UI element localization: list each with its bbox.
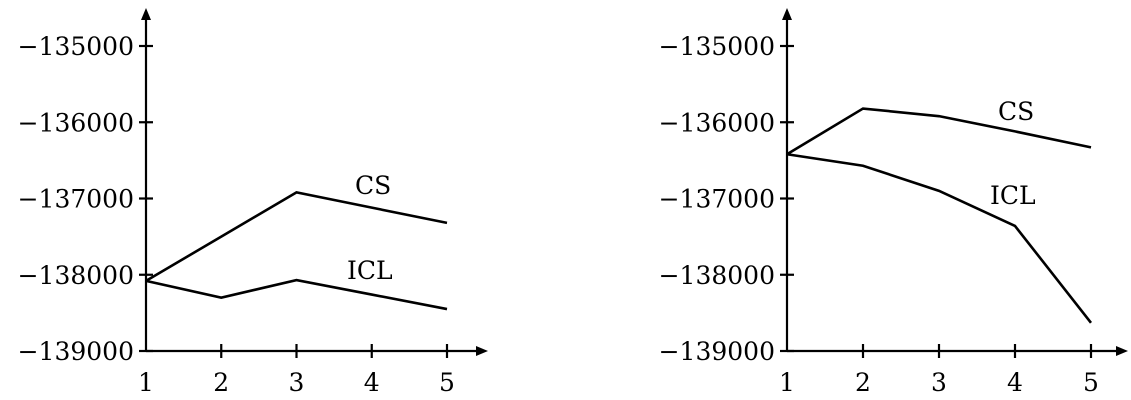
y-tick-label: −139000	[659, 337, 775, 366]
x-tick-label: 1	[138, 368, 154, 397]
x-tick-label: 5	[439, 368, 455, 397]
y-tick-label: −138000	[18, 261, 134, 290]
series-label-icl: ICL	[990, 181, 1036, 210]
x-tick-label: 3	[931, 368, 947, 397]
y-tick-label: −138000	[659, 261, 775, 290]
y-tick-label: −137000	[659, 185, 775, 214]
series-label-cs: CS	[355, 171, 391, 200]
x-axis-arrow-icon	[1116, 346, 1128, 356]
x-tick-label: 3	[289, 368, 305, 397]
series-line-icl	[786, 152, 1093, 324]
y-tick-label: −136000	[18, 108, 134, 137]
series-line-icl	[145, 278, 448, 311]
x-axis-arrow-icon	[476, 346, 488, 356]
y-tick-label: −135000	[659, 32, 775, 61]
x-tick-label: 4	[364, 368, 380, 397]
series-label-cs: CS	[998, 97, 1034, 126]
y-axis-arrow-icon	[141, 8, 151, 20]
y-tick-label: −137000	[18, 185, 134, 214]
y-tick-label: −135000	[18, 32, 134, 61]
y-axis-arrow-icon	[782, 8, 792, 20]
y-tick-label: −136000	[659, 108, 775, 137]
series-label-icl: ICL	[347, 256, 393, 285]
x-tick-label: 5	[1083, 368, 1099, 397]
x-tick-label: 2	[855, 368, 871, 397]
y-tick-label: −139000	[18, 337, 134, 366]
series-line-cs	[145, 191, 448, 282]
x-tick-label: 1	[779, 368, 795, 397]
x-tick-label: 4	[1007, 368, 1023, 397]
x-tick-label: 2	[213, 368, 229, 397]
series-line-cs	[786, 107, 1092, 156]
